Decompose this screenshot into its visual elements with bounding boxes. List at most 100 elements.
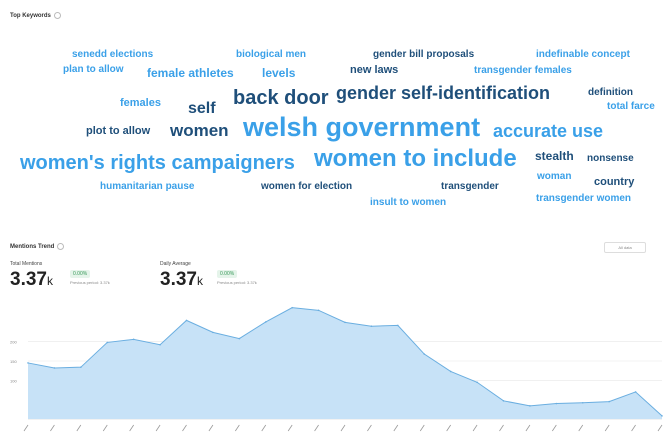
data-point[interactable] — [661, 415, 663, 417]
data-point[interactable] — [106, 341, 109, 344]
keyword-women-for-election[interactable]: women for election — [261, 181, 353, 192]
x-tick-label — [208, 424, 214, 432]
keyword-levels[interactable]: levels — [262, 66, 296, 80]
data-point[interactable] — [212, 331, 214, 334]
x-tick-label — [657, 424, 663, 432]
data-point[interactable] — [608, 400, 610, 403]
metric-value-total: 3.37k — [10, 269, 53, 291]
x-tick-label — [50, 424, 55, 432]
keyword-transgender[interactable]: transgender — [441, 181, 499, 192]
data-point[interactable] — [370, 325, 373, 327]
data-point[interactable] — [476, 381, 478, 384]
keyword-women-to-include[interactable]: women to include — [314, 145, 517, 172]
keyword-total-farce[interactable]: total farce — [607, 101, 655, 112]
keyword-definition[interactable]: definition — [588, 87, 633, 98]
x-tick-label — [23, 424, 29, 432]
data-point[interactable] — [581, 401, 584, 404]
x-tick-label — [76, 424, 82, 432]
data-point[interactable] — [159, 343, 161, 346]
x-tick-label — [261, 424, 267, 432]
metric-unit: k — [196, 274, 203, 288]
keyword-women-s-rights-campaigners[interactable]: women's rights campaigners — [20, 152, 295, 174]
keyword-humanitarian-pause[interactable]: humanitarian pause — [100, 181, 195, 192]
data-point[interactable] — [53, 367, 56, 369]
x-tick-label — [155, 424, 161, 432]
x-tick-label — [525, 424, 531, 432]
metric-previous: Previous period: 3.37k — [70, 280, 110, 285]
keyword-transgender-women[interactable]: transgender women — [536, 193, 632, 204]
x-tick-label — [393, 424, 399, 432]
keyword-senedd-elections[interactable]: senedd elections — [72, 49, 154, 60]
data-point[interactable] — [132, 338, 135, 341]
data-point[interactable] — [317, 309, 320, 312]
x-tick-label — [102, 424, 108, 432]
keyword-gender-bill-proposals[interactable]: gender bill proposals — [373, 49, 475, 60]
x-tick-label — [604, 424, 610, 432]
keyword-woman[interactable]: woman — [537, 171, 572, 182]
metric-previous: Previous period: 3.37k — [217, 280, 257, 285]
trend-title-text: Mentions Trend — [10, 244, 55, 251]
keyword-insult-to-women[interactable]: insult to women — [370, 197, 447, 208]
data-point[interactable] — [423, 353, 426, 355]
keyword-new-laws[interactable]: new laws — [350, 64, 399, 76]
keyword-gender-self-identification[interactable]: gender self-identification — [336, 83, 551, 103]
x-tick-label — [129, 424, 134, 432]
data-point[interactable] — [344, 321, 346, 324]
x-tick-label — [287, 424, 293, 432]
x-tick-label — [578, 424, 584, 432]
x-tick-label — [367, 424, 372, 432]
keyword-stealth[interactable]: stealth — [535, 149, 574, 163]
x-tick-label — [314, 424, 319, 432]
keyword-welsh-government[interactable]: welsh government — [243, 112, 481, 142]
info-icon[interactable] — [53, 12, 61, 19]
mentions-trend-chart: 200 150 100 — [10, 306, 663, 432]
trend-section-title: Mentions Trend — [10, 243, 65, 251]
keyword-plan-to-allow[interactable]: plan to allow — [63, 64, 124, 75]
x-tick-label — [182, 424, 187, 432]
y-tick-label: 200 — [10, 340, 17, 345]
keyword-biological-men[interactable]: biological men — [236, 49, 307, 60]
data-point[interactable] — [185, 319, 188, 322]
all-data-button[interactable]: All data — [604, 242, 646, 253]
x-tick-label — [631, 424, 636, 432]
data-point[interactable] — [291, 306, 293, 309]
data-point[interactable] — [27, 362, 29, 364]
metric-unit: k — [46, 274, 53, 288]
metric-change-badge: 0.00% — [217, 270, 238, 278]
x-tick-label — [235, 424, 240, 432]
data-point[interactable] — [238, 337, 241, 340]
data-point[interactable] — [264, 321, 267, 323]
data-point[interactable] — [397, 324, 399, 327]
keyword-female-athletes[interactable]: female athletes — [147, 66, 234, 80]
x-tick-label — [419, 424, 425, 432]
metric-label-total: Total Mentions — [10, 261, 43, 267]
data-point[interactable] — [634, 391, 637, 393]
data-point[interactable] — [529, 405, 531, 407]
all-data-button-label: All data — [618, 245, 632, 250]
data-point[interactable] — [555, 402, 558, 405]
keyword-women[interactable]: women — [170, 121, 229, 140]
metric-label-daily: Daily Average — [160, 261, 191, 267]
keyword-indefinable-concept[interactable]: indefinable concept — [536, 49, 630, 60]
keyword-females[interactable]: females — [120, 97, 161, 109]
keyword-transgender-females[interactable]: transgender females — [474, 65, 572, 76]
keywords-section-title: Top Keywords — [10, 12, 61, 19]
keyword-self[interactable]: self — [188, 100, 216, 117]
data-point[interactable] — [502, 400, 505, 402]
y-tick-label: 150 — [10, 359, 17, 364]
y-tick-label: 100 — [10, 378, 17, 383]
keyword-nonsense[interactable]: nonsense — [587, 153, 634, 164]
metric-number: 3.37 — [160, 269, 197, 290]
x-tick-label — [552, 424, 557, 432]
keyword-cloud: senedd elections biological men gender bil… — [0, 30, 666, 220]
data-point[interactable] — [80, 366, 82, 368]
x-tick-label — [472, 424, 478, 432]
data-point[interactable] — [449, 370, 452, 373]
info-icon[interactable] — [57, 243, 65, 250]
keyword-country[interactable]: country — [594, 176, 635, 188]
x-tick-label — [499, 424, 504, 432]
x-tick-label — [340, 424, 346, 432]
keyword-accurate-use[interactable]: accurate use — [493, 121, 604, 141]
keyword-back-door[interactable]: back door — [233, 87, 329, 109]
keyword-plot-to-allow[interactable]: plot to allow — [86, 125, 151, 137]
